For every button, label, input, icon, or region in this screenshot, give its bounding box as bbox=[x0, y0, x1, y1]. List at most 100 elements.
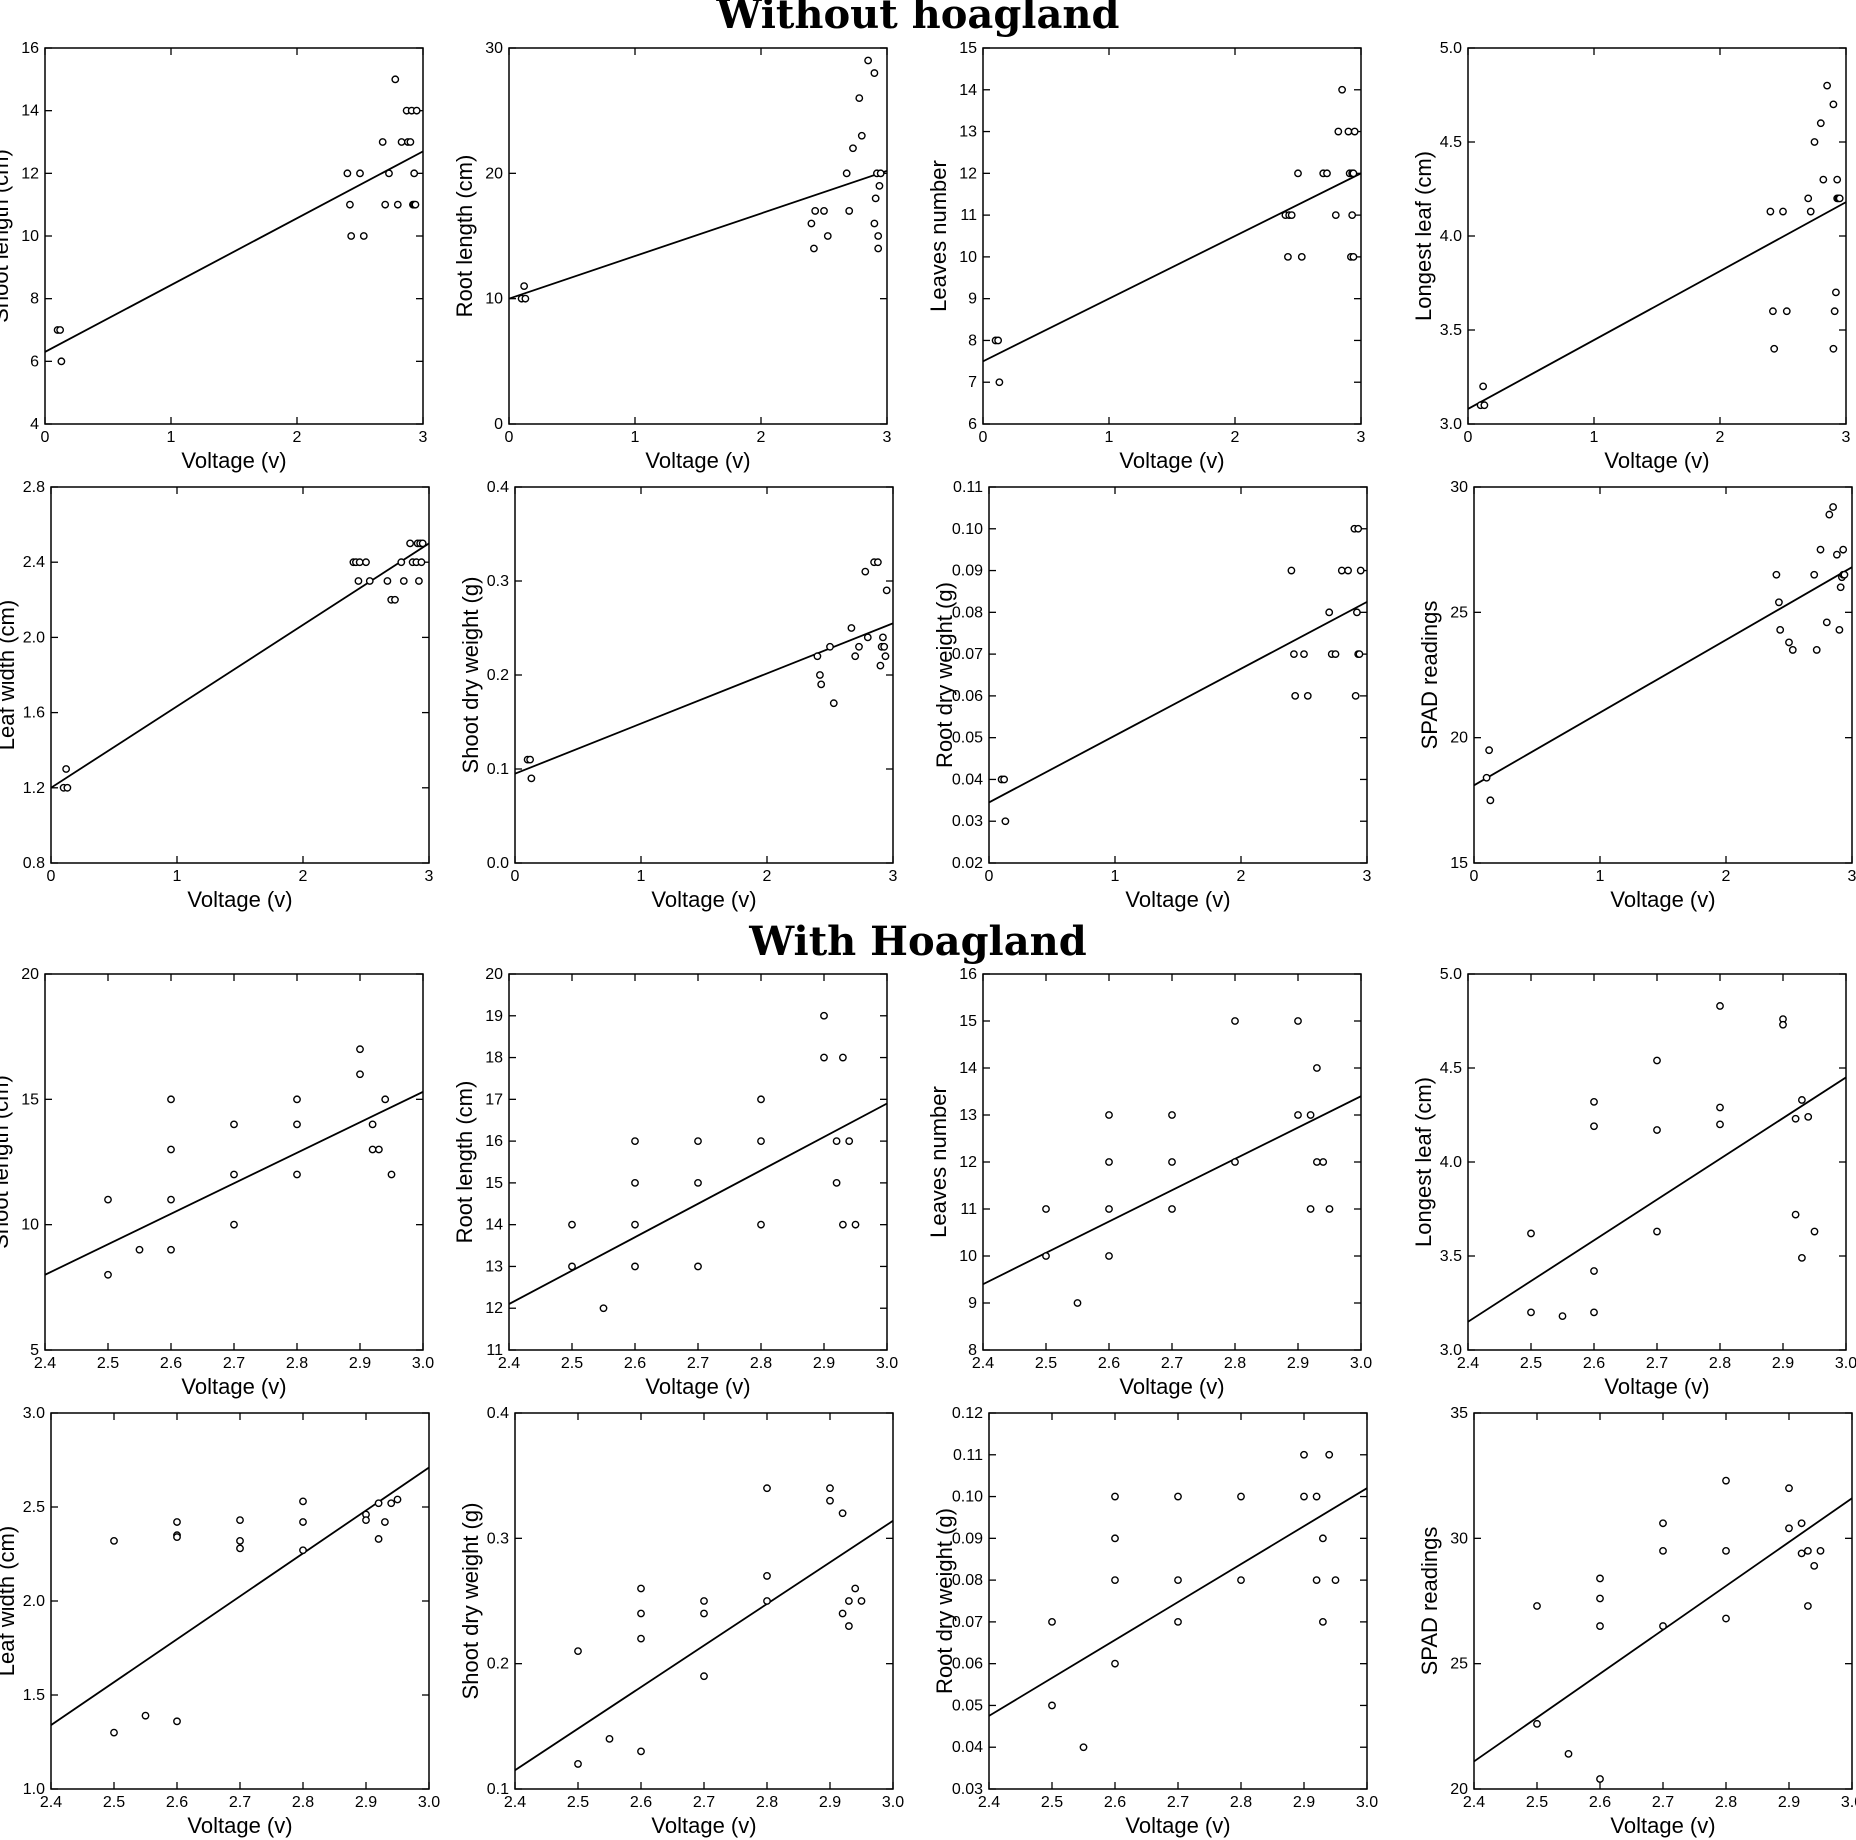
data-point bbox=[1231, 1017, 1239, 1025]
data-point bbox=[838, 1509, 847, 1518]
x-tick-label: 2.5 bbox=[1035, 1355, 1057, 1372]
data-point bbox=[1788, 646, 1797, 654]
data-point bbox=[820, 1053, 828, 1062]
data-point bbox=[1300, 1450, 1308, 1459]
data-point bbox=[1835, 625, 1844, 634]
x-axis-label: Voltage (v) bbox=[187, 887, 292, 912]
x-tick-label: 3.0 bbox=[1350, 1355, 1372, 1372]
data-point bbox=[1319, 1534, 1327, 1543]
data-point bbox=[1804, 1546, 1812, 1555]
data-point bbox=[1716, 1002, 1724, 1010]
x-tick-label: 2.5 bbox=[1520, 1355, 1542, 1372]
y-tick-label: 20 bbox=[21, 966, 39, 983]
x-tick-label: 2 bbox=[763, 868, 772, 885]
data-point bbox=[1829, 344, 1838, 353]
regression-line bbox=[515, 622, 893, 775]
data-point bbox=[1105, 1111, 1113, 1119]
y-tick-label: 3.5 bbox=[1440, 1248, 1462, 1265]
y-tick-label: 12 bbox=[959, 1154, 977, 1171]
data-point bbox=[1776, 625, 1785, 634]
y-tick-label: 10 bbox=[959, 1248, 977, 1265]
y-tick-label: 0.05 bbox=[952, 1697, 983, 1714]
x-tick-label: 2.5 bbox=[97, 1355, 119, 1372]
x-tick-label: 1 bbox=[1596, 868, 1605, 885]
data-point bbox=[1325, 1205, 1334, 1213]
data-point bbox=[397, 558, 406, 567]
data-point bbox=[110, 1536, 118, 1545]
data-point bbox=[870, 69, 879, 77]
data-point bbox=[1779, 207, 1787, 216]
data-point bbox=[995, 378, 1004, 387]
data-point bbox=[1722, 1476, 1730, 1485]
y-tick-label: 7 bbox=[968, 374, 977, 391]
data-point bbox=[1797, 1519, 1806, 1528]
data-point bbox=[1836, 583, 1845, 592]
y-tick-label: 20 bbox=[1450, 730, 1468, 747]
data-point bbox=[1659, 1546, 1667, 1555]
data-point bbox=[631, 1220, 639, 1229]
y-axis-label: Longest leaf (cm) bbox=[1411, 1077, 1436, 1247]
data-point bbox=[104, 1195, 112, 1204]
y-tick-label: 20 bbox=[485, 165, 503, 182]
y-tick-label: 0.02 bbox=[952, 855, 983, 872]
data-point bbox=[293, 1095, 301, 1104]
regression-line bbox=[989, 601, 1367, 804]
data-point bbox=[1334, 127, 1343, 136]
data-point bbox=[1527, 1229, 1535, 1238]
data-point bbox=[1785, 638, 1793, 647]
data-point bbox=[374, 1535, 383, 1543]
data-point bbox=[813, 652, 822, 661]
y-tick-label: 5 bbox=[30, 1342, 39, 1359]
data-point bbox=[236, 1516, 244, 1525]
y-tick-label: 9 bbox=[968, 1295, 977, 1312]
y-tick-label: 12 bbox=[485, 1300, 503, 1317]
data-point bbox=[1000, 775, 1009, 784]
y-tick-label: 3.0 bbox=[1440, 1342, 1462, 1359]
data-point bbox=[410, 169, 419, 178]
y-tick-label: 20 bbox=[1450, 1781, 1468, 1798]
regression-line bbox=[1468, 201, 1846, 410]
x-axis-label: Voltage (v) bbox=[181, 1374, 286, 1399]
x-tick-label: 2.9 bbox=[349, 1355, 371, 1372]
x-tick-label: 2.6 bbox=[630, 1794, 652, 1811]
data-point bbox=[694, 1178, 702, 1187]
data-point bbox=[807, 219, 816, 228]
data-point bbox=[838, 1609, 847, 1618]
data-point bbox=[631, 1137, 639, 1146]
data-point bbox=[1558, 1312, 1567, 1321]
x-tick-label: 2.6 bbox=[1104, 1794, 1126, 1811]
data-point bbox=[1812, 646, 1821, 654]
data-point bbox=[574, 1647, 582, 1656]
data-point bbox=[873, 558, 882, 567]
y-tick-label: 4.5 bbox=[1440, 1060, 1462, 1077]
data-point bbox=[763, 1597, 771, 1605]
x-tick-label: 2.9 bbox=[1293, 1794, 1315, 1811]
data-point bbox=[849, 144, 857, 153]
plot-frame bbox=[514, 486, 894, 864]
data-point bbox=[1319, 1617, 1327, 1626]
y-tick-label: 0.1 bbox=[487, 1781, 509, 1798]
regression-line bbox=[983, 1095, 1361, 1286]
data-point bbox=[385, 169, 393, 178]
y-axis-label: Leaf width (cm) bbox=[0, 1526, 19, 1676]
y-tick-label: 14 bbox=[959, 82, 977, 99]
y-tick-label: 35 bbox=[1450, 1405, 1468, 1422]
x-tick-label: 0 bbox=[505, 429, 514, 446]
y-axis-label: Leaf width (cm) bbox=[0, 600, 19, 750]
data-point bbox=[1290, 650, 1298, 659]
data-point bbox=[362, 558, 370, 567]
data-point bbox=[293, 1170, 301, 1179]
data-point bbox=[1533, 1719, 1541, 1728]
x-tick-label: 2.5 bbox=[1526, 1794, 1548, 1811]
y-tick-label: 10 bbox=[959, 249, 977, 266]
data-point bbox=[1839, 545, 1848, 554]
y-tick-label: 12 bbox=[959, 165, 977, 182]
regression-line bbox=[1468, 1076, 1846, 1323]
x-axis-label: Voltage (v) bbox=[181, 448, 286, 473]
data-point bbox=[757, 1220, 765, 1229]
x-tick-label: 2.4 bbox=[34, 1355, 56, 1372]
data-point bbox=[397, 138, 406, 146]
x-tick-label: 2.8 bbox=[1715, 1794, 1737, 1811]
x-tick-label: 0 bbox=[985, 868, 994, 885]
